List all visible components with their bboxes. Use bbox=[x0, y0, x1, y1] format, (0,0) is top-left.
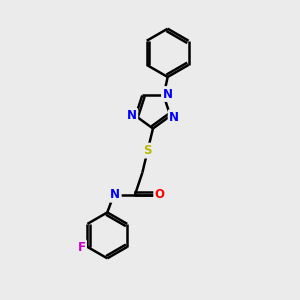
Text: N: N bbox=[127, 110, 137, 122]
Text: S: S bbox=[143, 144, 152, 157]
Text: N: N bbox=[110, 188, 120, 201]
Text: N: N bbox=[169, 111, 179, 124]
Text: N: N bbox=[163, 88, 172, 100]
Text: O: O bbox=[155, 188, 165, 201]
Text: H: H bbox=[108, 188, 117, 198]
Text: F: F bbox=[77, 241, 86, 254]
